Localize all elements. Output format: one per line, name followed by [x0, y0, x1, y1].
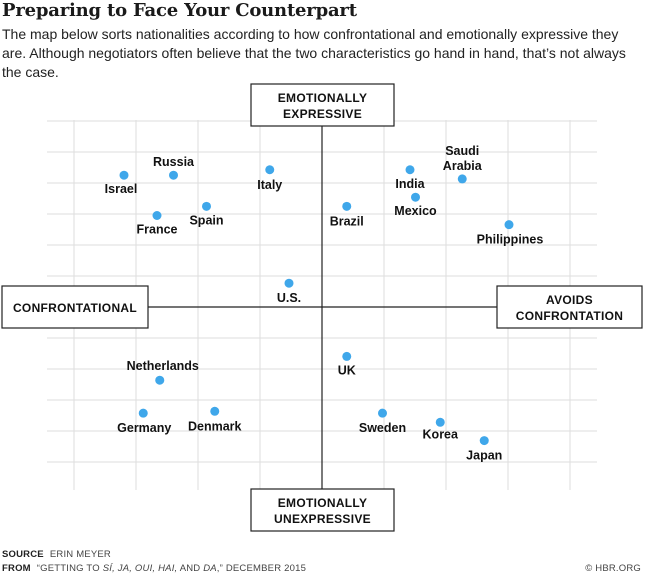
axis-label-right-line2: CONFRONTATION	[516, 309, 623, 323]
data-point	[405, 165, 415, 175]
data-point-label: Spain	[189, 213, 223, 227]
data-points: Israel Russia France Spain Italy Brazil India M…	[105, 144, 544, 463]
data-point-label: Philippines	[477, 233, 544, 247]
data-point-label: France	[137, 223, 178, 237]
axis-box-left: CONFRONTATIONAL	[1, 285, 149, 329]
data-point-label: Korea	[423, 427, 459, 441]
data-point	[411, 192, 420, 202]
axis-label-bottom-line2: UNEXPRESSIVE	[274, 512, 371, 526]
from-label: FROM	[2, 563, 31, 574]
data-point	[378, 408, 387, 418]
axis-box-bottom: EMOTIONALLY UNEXPRESSIVE	[250, 488, 395, 532]
axis-label-top-line1: EMOTIONALLY	[278, 91, 368, 105]
data-point	[155, 375, 165, 385]
data-point	[457, 174, 467, 184]
axis-box-right: AVOIDS CONFRONTATION	[496, 285, 643, 329]
data-point	[504, 220, 514, 230]
data-point	[479, 436, 489, 446]
data-point	[284, 278, 294, 288]
data-point-label: Germany	[117, 421, 171, 435]
data-point	[202, 201, 211, 211]
axis-label-left: CONFRONTATIONAL	[13, 301, 137, 315]
from-title-italic: SÍ, JA, OUI, HAI,	[102, 563, 178, 574]
data-point-label: Netherlands	[127, 359, 199, 373]
data-point-label: Brazil	[330, 214, 364, 228]
data-point-label: Denmark	[188, 419, 242, 433]
data-point-label: India	[395, 177, 425, 191]
hbr-credit: © HBR.ORG	[585, 563, 641, 574]
data-point-label: Italy	[257, 178, 282, 192]
data-point-label: Sweden	[359, 421, 406, 435]
data-point-label: Israel	[105, 182, 138, 196]
data-point-label: UK	[338, 363, 356, 377]
source-label: SOURCE	[2, 549, 44, 560]
data-point-label: Saudi Arabia	[443, 144, 483, 173]
axis-label-bottom-line1: EMOTIONALLY	[278, 496, 368, 510]
axis-box-top: EMOTIONALLY EXPRESSIVE	[250, 83, 395, 127]
from-line: FROM “GETTING TO SÍ, JA, OUI, HAI, AND DA…	[2, 563, 307, 574]
data-point	[342, 351, 352, 361]
data-point	[435, 417, 445, 427]
data-point-label: Mexico	[394, 204, 437, 218]
data-point	[169, 170, 178, 180]
data-point	[152, 211, 162, 220]
data-point-label: U.S.	[277, 291, 301, 305]
chart-subtitle: The map below sorts nationalities accord…	[2, 26, 626, 80]
data-point	[342, 201, 352, 211]
axis-label-right-line1: AVOIDS	[546, 293, 593, 307]
data-point	[265, 165, 275, 175]
data-point-label: Russia	[153, 155, 195, 169]
data-point-label: Japan	[466, 449, 502, 463]
chart-title: Preparing to Face Your Counterpart	[2, 0, 357, 21]
source-text: ERIN MEYER	[49, 549, 111, 560]
data-point	[210, 406, 220, 416]
axis-label-top-line2: EXPRESSIVE	[283, 107, 362, 121]
data-point	[119, 170, 129, 180]
source-line: SOURCE ERIN MEYER	[2, 549, 111, 560]
data-point	[138, 408, 148, 418]
